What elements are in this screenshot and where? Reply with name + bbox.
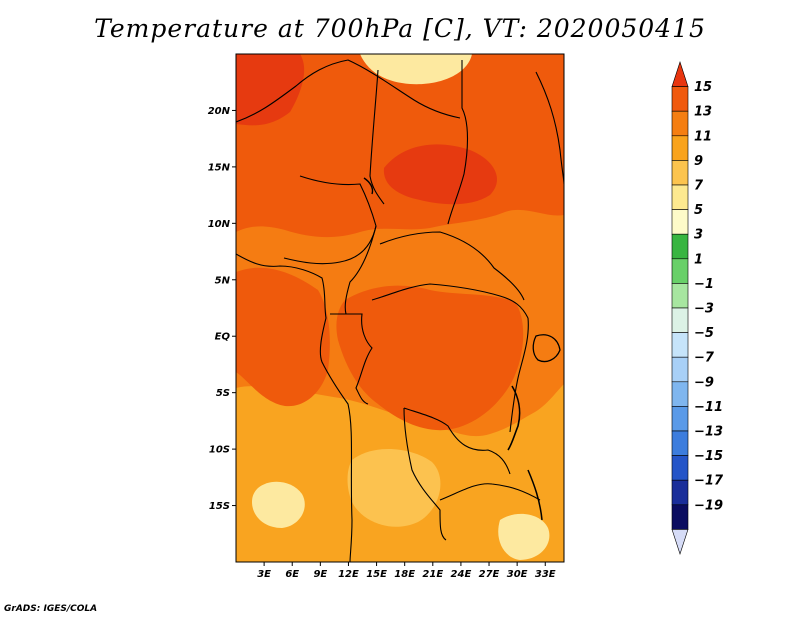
colorbar-swatch bbox=[671, 307, 689, 333]
colorbar-swatch bbox=[671, 184, 689, 210]
colorbar bbox=[671, 61, 689, 555]
boundaries bbox=[236, 59, 564, 562]
lat-tick-label: EQ bbox=[215, 332, 231, 343]
lon-tick-label: 21E bbox=[422, 569, 443, 580]
field-band-15-chad bbox=[383, 144, 498, 205]
colorbar-label: 1 bbox=[694, 252, 703, 267]
colorbar-swatch bbox=[671, 455, 689, 481]
colorbar-top-cap bbox=[671, 61, 689, 87]
lat-tick-label: 15S bbox=[209, 501, 230, 512]
map-title: Temperature at 700hPa [C], VT: 202005041… bbox=[94, 14, 706, 43]
longitude-ticks: 3E 6E 9E 12E 15E 18E 21E 24E 27E 30E 33E bbox=[257, 562, 556, 580]
colorbar-swatch bbox=[671, 356, 689, 383]
lon-tick-label: 15E bbox=[366, 569, 387, 580]
colorbar-swatch bbox=[671, 209, 689, 235]
west-african-coast bbox=[236, 253, 353, 562]
colorbar-swatch bbox=[671, 283, 689, 309]
credit-text: GrADS: IGES/COLA bbox=[4, 604, 98, 614]
border-angola bbox=[403, 407, 447, 541]
colorbar-label: −1 bbox=[694, 277, 714, 292]
latitude-ticks: 20N 15N 10N 5N EQ 5S 10S 15S bbox=[208, 106, 236, 512]
colorbar-label: 13 bbox=[694, 105, 712, 120]
colorbar-swatch bbox=[671, 86, 689, 112]
map-frame bbox=[235, 53, 565, 563]
border-cameroon bbox=[344, 225, 377, 315]
lake-chad bbox=[363, 177, 374, 195]
border-car bbox=[379, 231, 525, 301]
lon-tick-label: 6E bbox=[285, 569, 299, 580]
colorbar-swatch bbox=[671, 110, 689, 137]
colorbar-swatch bbox=[671, 504, 689, 530]
border-drc-north bbox=[371, 283, 529, 319]
lake-tanganyika bbox=[507, 385, 521, 451]
border-chad-west bbox=[369, 69, 385, 205]
lat-tick-label: 5S bbox=[216, 388, 230, 399]
temperature-field bbox=[236, 54, 564, 562]
colorbar-label: −19 bbox=[694, 498, 723, 513]
lat-tick-label: 15N bbox=[208, 162, 231, 173]
border-east-africa bbox=[535, 71, 564, 185]
colorbar-label: −17 bbox=[694, 474, 724, 489]
lake-victoria bbox=[532, 334, 561, 363]
colorbar-swatch bbox=[671, 406, 689, 432]
colorbar-swatch bbox=[671, 381, 689, 407]
field-band-5-southeast bbox=[498, 513, 550, 560]
colorbar-label: −13 bbox=[694, 425, 723, 440]
lon-tick-label: 24E bbox=[451, 569, 472, 580]
field-band-13-congo bbox=[336, 285, 524, 431]
border-drc-east bbox=[509, 317, 529, 433]
colorbar-label: 3 bbox=[694, 228, 703, 243]
colorbar-swatch bbox=[671, 430, 689, 456]
colorbar-label: 7 bbox=[694, 179, 704, 194]
field-band-13-atlantic bbox=[236, 267, 330, 407]
field-band-5-north bbox=[360, 54, 472, 85]
border-chad-east bbox=[447, 60, 468, 225]
colorbar-bottom-cap bbox=[671, 529, 689, 555]
lon-tick-label: 12E bbox=[338, 569, 359, 580]
colorbar-labels: 15 13 11 9 7 5 3 1 −1 −3 −5 −7 −9 −11 −13 −15 −17 −19 bbox=[694, 80, 724, 513]
lat-tick-label: 5N bbox=[215, 275, 231, 286]
colorbar-swatch bbox=[671, 160, 689, 186]
lake-malawi bbox=[527, 469, 543, 521]
colorbar-swatch bbox=[671, 258, 689, 284]
field-band-5-southwest bbox=[252, 481, 305, 528]
lat-tick-label: 10S bbox=[209, 445, 230, 456]
lon-tick-label: 3E bbox=[257, 569, 271, 580]
border-drc-south bbox=[403, 407, 511, 475]
lon-tick-label: 30E bbox=[507, 569, 528, 580]
lat-tick-label: 10N bbox=[208, 219, 231, 230]
colorbar-label: −11 bbox=[694, 400, 723, 415]
field-band-7-angola bbox=[347, 448, 441, 527]
colorbar-label: −7 bbox=[694, 351, 715, 366]
border-mali-niger bbox=[236, 59, 461, 123]
colorbar-swatch bbox=[671, 332, 689, 358]
colorbar-swatch bbox=[671, 233, 689, 260]
colorbar-label: 9 bbox=[694, 154, 703, 169]
colorbar-label: −3 bbox=[694, 302, 714, 317]
lon-tick-label: 33E bbox=[535, 569, 556, 580]
colorbar-label: 5 bbox=[694, 203, 703, 218]
colorbar-label: −9 bbox=[694, 375, 714, 390]
colorbar-label: −15 bbox=[694, 449, 723, 464]
border-zambia bbox=[439, 483, 541, 501]
border-gabon-congo bbox=[330, 313, 373, 405]
field-band-15-northwest bbox=[236, 54, 305, 126]
colorbar-label: 11 bbox=[694, 129, 712, 144]
colorbar-label: 15 bbox=[694, 80, 712, 95]
lon-tick-label: 18E bbox=[394, 569, 415, 580]
lon-tick-label: 9E bbox=[313, 569, 327, 580]
colorbar-label: −5 bbox=[694, 326, 714, 341]
colorbar-swatch bbox=[671, 479, 689, 506]
lon-tick-label: 27E bbox=[479, 569, 500, 580]
colorbar-swatch bbox=[671, 135, 689, 161]
lat-tick-label: 20N bbox=[208, 106, 231, 117]
